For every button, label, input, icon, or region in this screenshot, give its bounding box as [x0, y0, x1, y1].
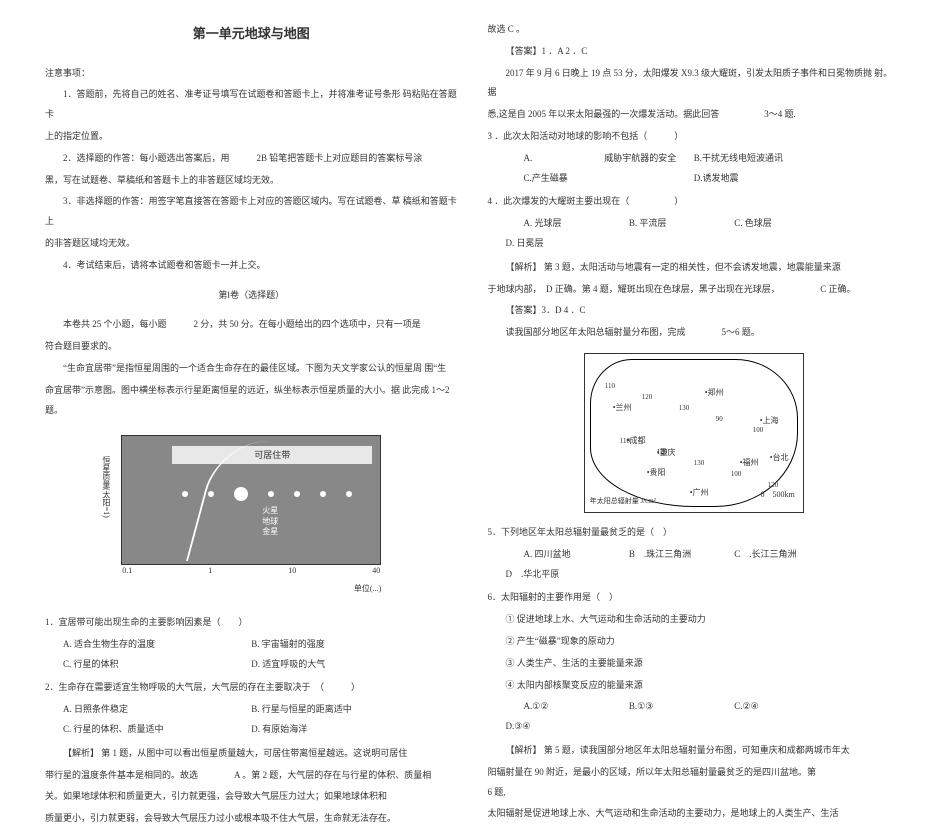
q5-opt-c: C .长江三角洲 [716, 545, 819, 565]
q2-opt-d: D. 有原始海洋 [251, 720, 457, 740]
q1-opt-a: A. 适合生物生存的温度 [45, 635, 251, 655]
x-unit: 单位(...) [121, 580, 381, 598]
answer-line: 【答案】1 ．A 2 ．C [488, 42, 901, 62]
q4-opt-d: D. 日冕层 [488, 234, 591, 254]
passage-line: 悉,这是自 2005 年以来太阳最强的一次爆发活动。据此回答 3～4 题. [488, 105, 901, 125]
passage-line: 2017 年 9 月 6 日晚上 19 点 53 分，太阳爆发 X9.3 级大耀… [488, 64, 901, 104]
analysis-line: 关。如果地球体积和质量更大，引力就更强，会导致大气层压力过大；如果地球体积和 [45, 787, 458, 807]
analysis-line: 阳辐射量在 90 附近，是最小的区域，所以年太阳总辐射量最贫乏的是四川盆地。第 … [488, 763, 901, 803]
q3-opt-d: D.诱发地震 [694, 169, 900, 189]
map-city-label: •郑州 [705, 384, 724, 402]
map-scale: 0 500km [761, 486, 795, 504]
q6-opt-a: A.①② [506, 697, 609, 717]
q2-opt-b: B. 行星与恒星的距离适中 [251, 700, 457, 720]
y-axis-label: 恒星质量(太阳=1) [97, 456, 115, 518]
note-line: 黑，写在试题卷、草稿纸和答题卡上的非答题区域均无效。 [45, 171, 458, 191]
part1-desc2: 符合题目要求的。 [45, 337, 458, 357]
x-axis-labels: 0.1 1 10 40 [122, 562, 380, 580]
q1-stem: 1．宜居带可能出现生命的主要影响因素是（ ） [45, 613, 458, 633]
q3-opt-c: C.产生磁暴 [488, 169, 694, 189]
notes-header: 注意事项： [45, 64, 458, 84]
map-contour-value: 110 [605, 379, 615, 394]
habitable-zone-diagram: 恒星质量(太阳=1) 可居住带 火星 地球 金星 0.1 1 10 40 单位(… [121, 435, 381, 598]
map-city-label: •广州 [690, 484, 709, 502]
note-line: 4．考试结束后，请将本试题卷和答题卡一并上交。 [45, 256, 458, 276]
q6-item: ③ 人类生产、生活的主要能量来源 [488, 654, 901, 674]
q3-opt-a: A. 威胁宇航器的安全 [488, 149, 694, 169]
analysis-line: 质量更小，引力就更弱，会导致大气层压力过小或根本吸不住大气层，生命就无法存在。 [45, 809, 458, 829]
passage-line: 读我国部分地区年太阳总辐射量分布图，完成 5～6 题。 [488, 323, 901, 343]
planet-dots [182, 491, 352, 501]
map-city-label: •贵阳 [647, 464, 666, 482]
left-column: 第一单元地球与地图 注意事项： 1．答题前，先将自己的姓名、准考证号填写在试题卷… [30, 20, 473, 788]
q1-opt-c: C. 行星的体积 [45, 655, 251, 675]
note-line: 上的指定位置。 [45, 127, 458, 147]
part1-title: 第Ⅰ卷（选择题） [45, 286, 458, 306]
passage-line: 命宜居带”示意图。图中横坐标表示行星距离恒星的远近，纵坐标表示恒星质量的大小。据… [45, 381, 458, 421]
map-contour-value: 100 [731, 467, 742, 482]
q1-opt-d: D. 适宜呼吸的大气 [251, 655, 457, 675]
q6-opt-c: C.②④ [716, 697, 819, 717]
passage-line: “生命宜居带”是指恒星周围的一个适合生命存在的最佳区域。下图为天文学家公认的恒星… [45, 359, 458, 379]
q4-stem: 4 ．此次爆发的大耀斑主要出现在（ ） [488, 192, 901, 212]
analysis-line: 太阳辐射是促进地球上水、大气运动和生命活动的主要动力，是地球上的人类生产、生活 [488, 804, 901, 824]
map-contour-value: 110 [620, 434, 630, 449]
note-line: 2．选择题的作答：每小题选出答案后，用 2B 铅笔把答题卡上对应题目的答案标号涂 [45, 149, 458, 169]
map-caption: 年太阳总辐射量 J/cm² [590, 494, 656, 509]
q5-opt-a: A. 四川盆地 [506, 545, 609, 565]
analysis-line: 【解析】 第 3 题，太阳活动与地震有一定的相关性，但不会诱发地震，地震能量来源 [488, 258, 901, 278]
q2-opt-c: C. 行星的体积、质量适中 [45, 720, 251, 740]
map-contour-value: 90 [716, 412, 723, 427]
q6-item: ① 促进地球上水、大气运动和生命活动的主要动力 [488, 610, 901, 630]
map-contour-value: 100 [753, 423, 764, 438]
unit-title: 第一单元地球与地图 [45, 20, 458, 49]
analysis-line: 于地球内部， D 正确。第 4 题，耀斑出现在色球层，黑子出现在光球层， C 正… [488, 280, 901, 300]
planet-labels: 火星 地球 金星 [262, 506, 278, 537]
solar-radiation-map: •兰州•郑州•成都•重庆•上海•贵阳•福州•广州•台北1101201309010… [584, 353, 804, 513]
q4-opt-c: C. 色球层 [716, 214, 819, 234]
right-column: 故选 C 。 【答案】1 ．A 2 ．C 2017 年 9 月 6 日晚上 19… [473, 20, 916, 788]
analysis-line: 带行星的温度条件基本是相同的。故选 A 。第 2 题，大气层的存在与行星的体积、… [45, 766, 458, 786]
q5-stem: 5．下列地区年太阳总辐射量最贫乏的是（ ） [488, 523, 901, 543]
map-city-label: •台北 [770, 449, 789, 467]
q5-opt-d: D .华北平原 [488, 565, 591, 585]
answer-line: 【答案】3．D 4 ．C [488, 301, 901, 321]
q1-opt-b: B. 宇宙辐射的强度 [251, 635, 457, 655]
note-line: 的非答题区域均无效。 [45, 234, 458, 254]
q4-opt-a: A. 光球层 [506, 214, 609, 234]
q6-item: ② 产生“磁暴”现象的原动力 [488, 632, 901, 652]
map-contour-value: 120 [642, 390, 653, 405]
q6-opt-d: D.③④ [488, 717, 591, 737]
map-city-label: •福州 [740, 454, 759, 472]
q3-opt-b: B.干扰无线电短波通讯 [694, 149, 900, 169]
note-line: 3．非选择题的作答：用签字笔直接答在答题卡上对应的答题区域内。写在试题卷、草 稿… [45, 192, 458, 232]
q2-stem: 2．生命存在需要适宜生物呼吸的大气层，大气层的存在主要取决于 （ ） [45, 678, 458, 698]
q2-opt-a: A. 日照条件稳定 [45, 700, 251, 720]
map-city-label: •兰州 [613, 399, 632, 417]
q3-stem: 3 ．此次太阳活动对地球的影响不包括（ ） [488, 127, 901, 147]
note-line: 1．答题前，先将自己的姓名、准考证号填写在试题卷和答题卡上，并将准考证号条形 码… [45, 85, 458, 125]
map-contour-value: 120 [657, 445, 668, 460]
analysis-line: 【解析】 第 5 题，读我国部分地区年太阳总辐射量分布图，可知重庆和成都两城市年… [488, 741, 901, 761]
q6-stem: 6．太阳辐射的主要作用是（ ） [488, 588, 901, 608]
analysis-line: 【解析】 第 1 题，从图中可以看出恒星质量越大，可居住带离恒星越远。这说明可居… [45, 744, 458, 764]
map-contour-value: 130 [679, 401, 690, 416]
q5-opt-b: B .珠江三角洲 [611, 545, 714, 565]
part1-desc: 本卷共 25 个小题，每小题 2 分，共 50 分。在每小题给出的四个选项中，只… [45, 315, 458, 335]
q6-item: ④ 太阳内部核聚变反应的能量来源 [488, 676, 901, 696]
conclusion-line: 故选 C 。 [488, 20, 901, 40]
map-contour-value: 130 [694, 456, 705, 471]
q6-opt-b: B.①③ [611, 697, 714, 717]
q4-opt-b: B. 平流层 [611, 214, 714, 234]
